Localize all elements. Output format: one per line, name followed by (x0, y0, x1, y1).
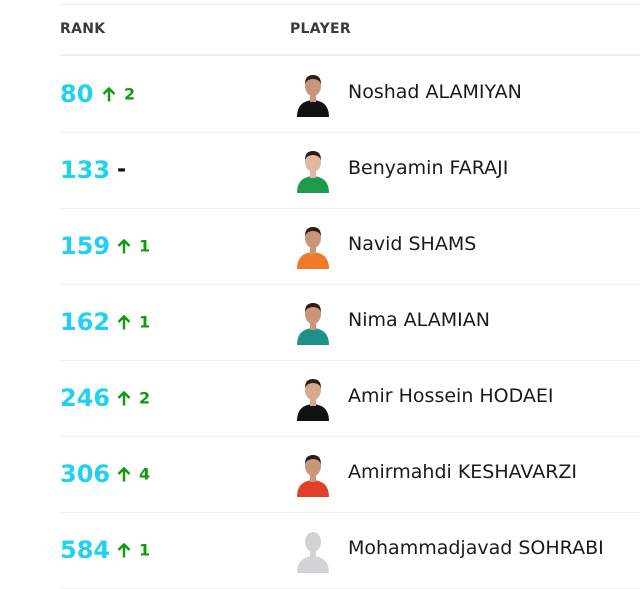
table-row[interactable]: 80 2 Noshad ALAMIYAN (60, 56, 640, 133)
rank-change-value: 2 (139, 388, 151, 408)
rank-value: 133 (60, 156, 111, 184)
table-row[interactable]: 162 1 Nima ALAMIAN (60, 284, 640, 361)
arrow-up-icon (117, 314, 131, 330)
arrow-up-icon (117, 466, 131, 482)
rank-change: 1 (117, 313, 150, 332)
player-avatar (293, 451, 333, 497)
top-divider (60, 0, 640, 5)
rank-column-header: RANK (60, 21, 106, 37)
rank-change: 1 (117, 237, 150, 256)
rank-value: 162 (60, 308, 111, 336)
table-row[interactable]: 584 1 Mohammadjavad SOHRABI (60, 512, 640, 589)
player-avatar (293, 299, 333, 345)
arrow-up-icon (117, 542, 131, 558)
player-name[interactable]: Navid SHAMS (348, 233, 477, 256)
rank-change: 4 (117, 465, 150, 484)
player-avatar (293, 71, 333, 117)
table-row[interactable]: 246 2 Amir Hossein HODAEI (60, 360, 640, 437)
rank-value: 306 (60, 460, 111, 488)
rank-change-value: 2 (124, 84, 136, 104)
rank-change-value: 1 (139, 540, 151, 560)
rank-change-value: 4 (139, 464, 151, 484)
table-row[interactable]: 159 1 Navid SHAMS (60, 208, 640, 285)
table-header: RANK PLAYER (60, 0, 640, 56)
rank-change-value: - (117, 157, 127, 183)
player-avatar (293, 375, 333, 421)
rank-change: - (117, 158, 126, 183)
rank-change: 2 (117, 389, 150, 408)
table-row[interactable]: 306 4 Amirmahdi KESHAVARZI (60, 436, 640, 513)
arrow-up-icon (117, 238, 131, 254)
player-name[interactable]: Amirmahdi KESHAVARZI (348, 461, 578, 484)
player-avatar (293, 223, 333, 269)
player-name[interactable]: Nima ALAMIAN (348, 309, 490, 332)
rank-change: 1 (117, 541, 150, 560)
rank-value: 246 (60, 384, 111, 412)
rank-value: 80 (60, 80, 94, 108)
player-avatar (293, 527, 333, 573)
rank-change-value: 1 (139, 236, 151, 256)
player-name[interactable]: Noshad ALAMIYAN (348, 81, 522, 104)
player-column-header: PLAYER (290, 21, 351, 37)
player-name[interactable]: Amir Hossein HODAEI (348, 385, 554, 408)
player-name[interactable]: Mohammadjavad SOHRABI (348, 537, 604, 560)
rank-change-value: 1 (139, 312, 151, 332)
rank-value: 584 (60, 536, 111, 564)
player-name[interactable]: Benyamin FARAJI (348, 157, 509, 180)
arrow-up-icon (117, 390, 131, 406)
rank-change: 2 (102, 85, 135, 104)
arrow-up-icon (102, 86, 116, 102)
player-avatar (293, 147, 333, 193)
rank-value: 159 (60, 232, 111, 260)
table-row[interactable]: 133- Benyamin FARAJI (60, 132, 640, 209)
